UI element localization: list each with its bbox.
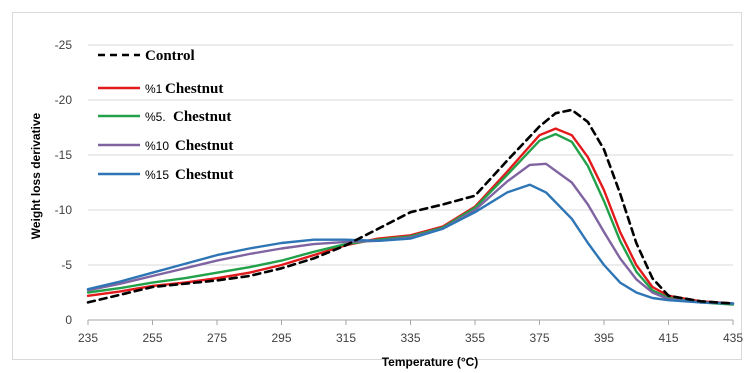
legend-label-4: Chestnut bbox=[175, 167, 233, 183]
legend-label-2: Chestnut bbox=[173, 109, 231, 125]
y-tick-label: -20 bbox=[55, 93, 73, 107]
x-tick-label: 255 bbox=[142, 331, 162, 345]
x-tick-label: 275 bbox=[207, 331, 227, 345]
legend-prefix-2: %5. bbox=[145, 110, 166, 124]
legend-label-0: Control bbox=[145, 48, 195, 64]
x-tick-label: 415 bbox=[658, 331, 678, 345]
x-tick-label: 355 bbox=[465, 331, 485, 345]
x-tick-label: 335 bbox=[400, 331, 420, 345]
y-tick-label: -5 bbox=[61, 258, 72, 272]
x-tick-label: 435 bbox=[723, 331, 743, 345]
x-tick-label: 315 bbox=[336, 331, 356, 345]
chart-frame bbox=[12, 12, 742, 360]
series-line-2 bbox=[86, 132, 735, 306]
y-tick-label: -10 bbox=[55, 203, 73, 217]
x-tick-label: 395 bbox=[594, 331, 614, 345]
y-axis-title: Weight loss derivative bbox=[29, 112, 43, 239]
y-tick-label: -15 bbox=[55, 148, 73, 162]
series-line-4 bbox=[86, 183, 735, 305]
x-tick-label: 375 bbox=[529, 331, 549, 345]
y-tick-label: -25 bbox=[55, 38, 73, 52]
legend: Control%1 Chestnut%5. Chestnut%10 Chestnut%… bbox=[98, 48, 233, 183]
series-line-3 bbox=[86, 162, 735, 305]
y-tick-label: 0 bbox=[65, 313, 72, 327]
legend-prefix-1: %1 bbox=[145, 82, 163, 96]
legend-prefix-4: %15 bbox=[145, 168, 169, 182]
x-tick-label: 295 bbox=[271, 331, 291, 345]
x-tick-label: 235 bbox=[78, 331, 98, 345]
legend-label-3: Chestnut bbox=[175, 138, 233, 154]
legend-prefix-3: %10 bbox=[145, 139, 169, 153]
x-axis-title: Temperature (°C) bbox=[382, 355, 479, 369]
series-layer bbox=[86, 108, 735, 306]
series-line-0 bbox=[86, 108, 735, 305]
axis-layer: 0 -5 -10 -15 -20 -25 235 255 275 295 315 335 355 375 3… bbox=[55, 38, 744, 345]
legend-label-1: Chestnut bbox=[165, 81, 223, 97]
